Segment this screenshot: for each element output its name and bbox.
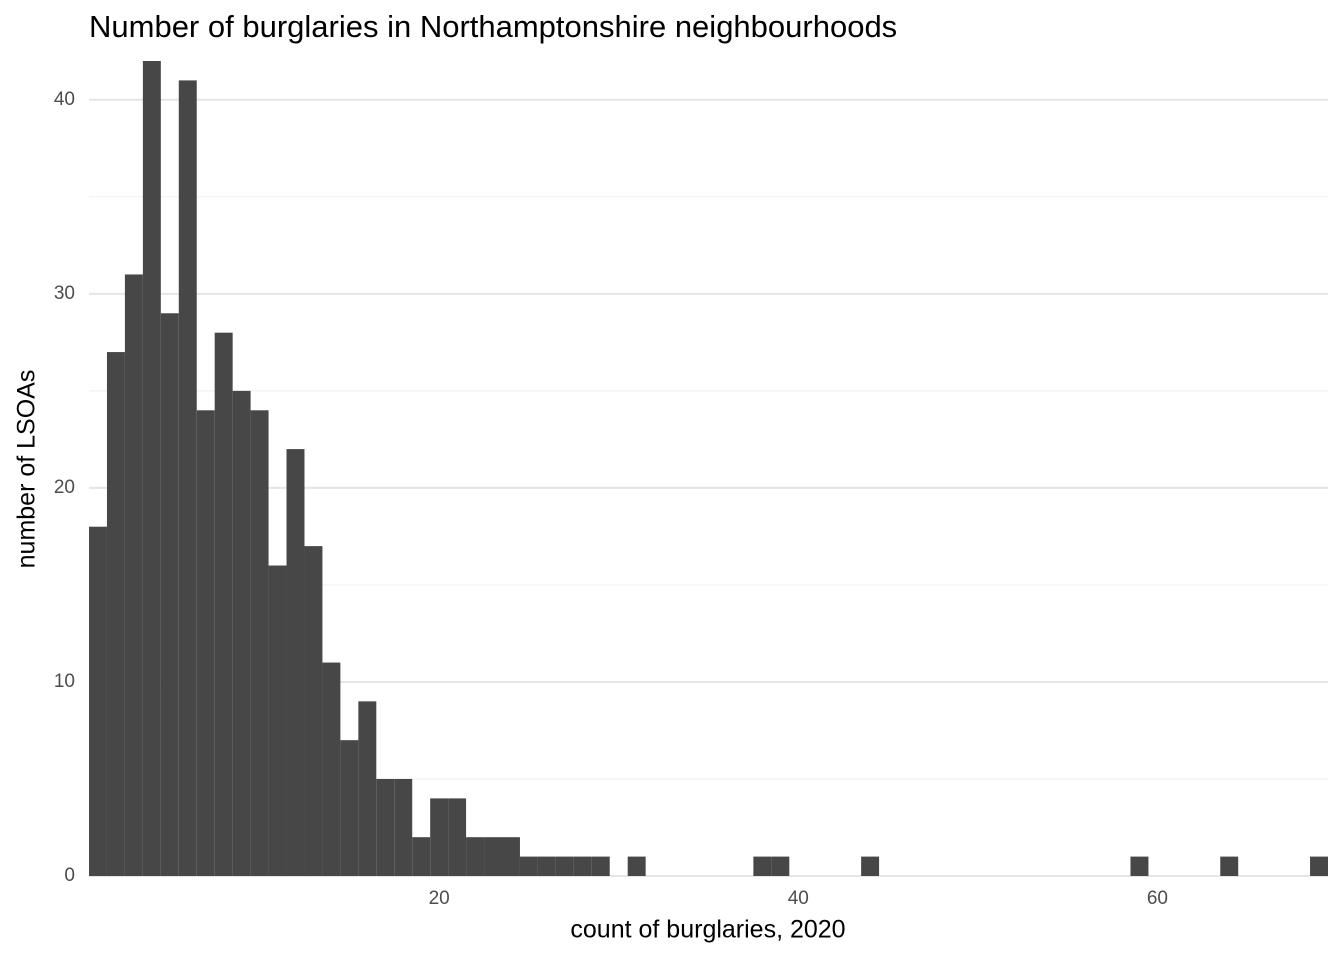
bar — [340, 740, 359, 876]
chart-title: Number of burglaries in Northamptonshire… — [89, 9, 897, 44]
x-axis-title: count of burglaries, 2020 — [570, 916, 845, 944]
bar — [1220, 856, 1239, 876]
x-tick-label: 40 — [788, 888, 809, 909]
bar — [573, 856, 592, 876]
bar — [537, 856, 556, 876]
y-tick-label: 10 — [54, 671, 75, 692]
bar — [178, 80, 197, 876]
bar — [358, 701, 377, 876]
bar — [322, 662, 341, 876]
y-tick-label: 0 — [64, 865, 75, 886]
bar — [89, 526, 107, 876]
x-tick-label: 60 — [1147, 888, 1168, 909]
bar — [466, 837, 485, 876]
y-tick-label: 30 — [54, 283, 75, 304]
y-axis-title: number of LSOAs — [13, 370, 41, 569]
y-tick-label: 40 — [54, 89, 75, 110]
bar — [268, 565, 287, 876]
bar — [376, 778, 395, 876]
x-tick-label: 20 — [429, 888, 450, 909]
bar — [861, 856, 880, 876]
bar — [214, 332, 233, 877]
bar — [394, 778, 413, 876]
bar — [448, 798, 467, 876]
bar — [1310, 856, 1328, 876]
bar — [771, 856, 790, 876]
bar — [627, 856, 646, 876]
bar — [1130, 856, 1149, 876]
bar — [484, 837, 502, 876]
bar — [502, 837, 520, 876]
bar — [250, 410, 269, 876]
bar — [591, 856, 610, 876]
bar — [232, 390, 251, 876]
bar — [555, 856, 574, 876]
bar — [106, 352, 125, 877]
bar — [753, 856, 772, 876]
bar — [142, 61, 161, 876]
bar — [412, 837, 431, 876]
bar — [286, 449, 305, 876]
bar — [124, 274, 143, 876]
bar — [430, 798, 449, 876]
y-tick-label: 20 — [54, 477, 75, 498]
bar — [160, 313, 179, 876]
bar — [196, 410, 215, 876]
bar — [304, 546, 323, 876]
bar — [519, 856, 538, 876]
